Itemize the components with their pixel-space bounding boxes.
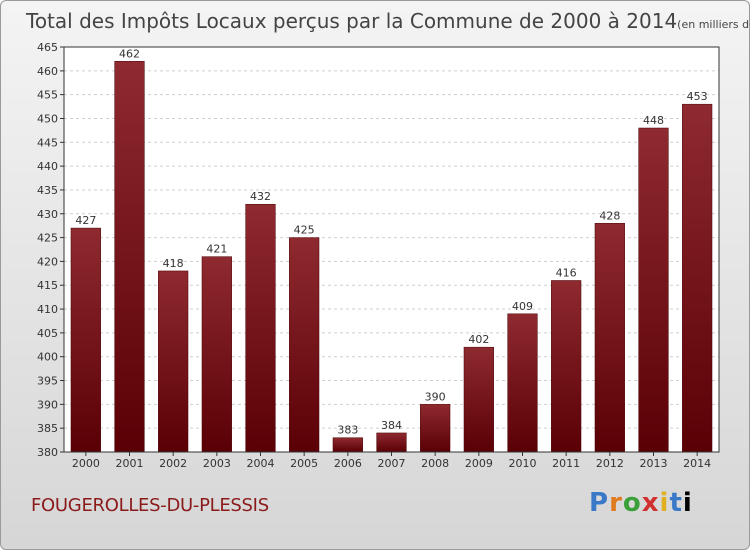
y-tick-label: 410: [37, 303, 58, 316]
proxiti-logo: Proxiti: [589, 488, 693, 518]
bars: [70, 61, 713, 453]
plot-border: [63, 46, 720, 453]
y-tick-label: 420: [37, 255, 58, 268]
bar-2006: [332, 437, 363, 453]
x-tick-label: 2013: [640, 457, 668, 470]
y-tick-label: 455: [37, 89, 58, 102]
value-label: 418: [163, 257, 184, 270]
y-tick-label: 460: [37, 65, 58, 78]
bar-2010: [507, 313, 538, 453]
value-label: 432: [250, 190, 271, 203]
value-label: 384: [381, 419, 402, 432]
bar-2002: [158, 270, 189, 453]
y-tick-label: 380: [37, 446, 58, 459]
value-label: 409: [512, 300, 533, 313]
y-tick-label: 395: [37, 375, 58, 388]
logo-letter: o: [622, 488, 642, 518]
y-tick-label: 425: [37, 232, 58, 245]
bar-2013: [638, 127, 669, 453]
x-axis-labels: 2000 2001 2002 2003 2004 2005 2006 2007 2008 2009…: [72, 452, 711, 470]
value-label: 402: [468, 333, 489, 346]
bar-2001: [114, 61, 145, 453]
bar-2008: [420, 404, 451, 453]
commune-name: FOUGEROLLES-DU-PLESSIS: [31, 495, 269, 516]
y-tick-label: 385: [37, 422, 58, 435]
y-tick-label: 465: [37, 41, 58, 54]
logo-letter: i: [659, 488, 670, 518]
y-tick-label: 415: [37, 279, 58, 292]
y-tick-label: 435: [37, 184, 58, 197]
value-label: 425: [294, 224, 315, 237]
value-label: 421: [206, 243, 227, 256]
x-tick-label: 2001: [116, 457, 144, 470]
value-label: 427: [75, 214, 96, 227]
bar-2011: [551, 280, 582, 453]
y-tick-label: 440: [37, 160, 58, 173]
x-tick-label: 2011: [552, 457, 580, 470]
y-tick-label: 390: [37, 398, 58, 411]
logo-letter: x: [641, 488, 660, 518]
y-tick-label: 405: [37, 327, 58, 340]
x-tick-label: 2008: [421, 457, 449, 470]
x-tick-label: 2012: [596, 457, 624, 470]
value-label: 462: [119, 47, 140, 60]
value-label: 428: [599, 209, 620, 222]
bar-2005: [289, 237, 320, 453]
bar-2003: [201, 256, 232, 453]
y-tick-label: 450: [37, 112, 58, 125]
bar-2009: [463, 346, 494, 453]
x-tick-label: 2009: [465, 457, 493, 470]
x-tick-label: 2010: [509, 457, 537, 470]
y-tick-label: 400: [37, 351, 58, 364]
logo-letter: t: [669, 488, 683, 518]
x-tick-label: 2005: [290, 457, 318, 470]
value-label: 416: [556, 266, 577, 279]
bar-2014: [682, 103, 713, 453]
value-label: 453: [687, 90, 708, 103]
logo-letter: P: [589, 488, 610, 518]
logo-letter: i: [682, 488, 693, 518]
x-tick-label: 2006: [334, 457, 362, 470]
x-tick-label: 2000: [72, 457, 100, 470]
logo-letter: r: [609, 488, 623, 518]
chart-title: Total des Impôts Locaux perçus par la Co…: [25, 9, 749, 33]
x-tick-label: 2007: [378, 457, 406, 470]
x-tick-label: 2014: [683, 457, 711, 470]
bar-2000: [70, 227, 101, 453]
y-tick-label: 430: [37, 208, 58, 221]
x-tick-label: 2004: [247, 457, 275, 470]
bar-2004: [245, 203, 276, 453]
value-label: 448: [643, 114, 664, 127]
y-axis-labels: 380 385 390 395 400 405 410 415 420 425 430 435 440 4…: [37, 41, 64, 459]
x-tick-label: 2003: [203, 457, 231, 470]
y-tick-label: 445: [37, 136, 58, 149]
x-tick-label: 2002: [159, 457, 187, 470]
value-labels: 427 462 418 421 432 425 383 384 390 402 409 416 428 4…: [75, 47, 707, 436]
value-label: 383: [337, 424, 358, 437]
bar-2012: [594, 223, 625, 453]
value-label: 390: [425, 390, 446, 403]
bar-2007: [376, 432, 407, 453]
